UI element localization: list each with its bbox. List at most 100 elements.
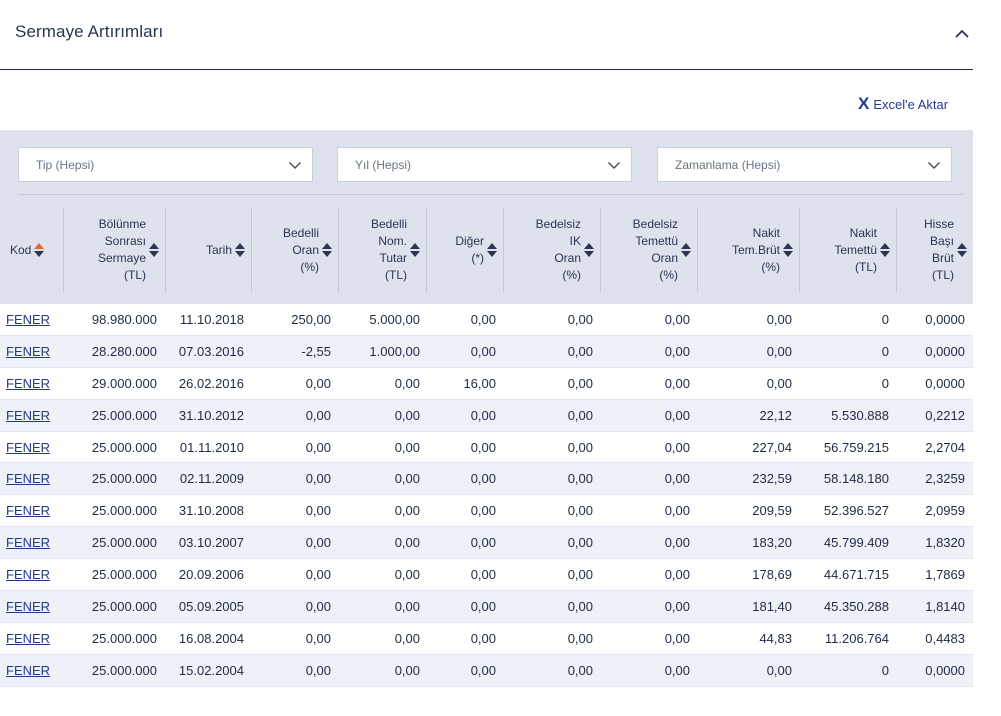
cell-tarih: 01.11.2010 bbox=[179, 439, 244, 455]
export-excel-button[interactable]: X Excel'e Aktar bbox=[858, 95, 948, 113]
stock-code-link[interactable]: FENER bbox=[6, 599, 51, 615]
sort-icon bbox=[149, 243, 159, 257]
cell-tarih: 31.10.2012 bbox=[178, 407, 244, 423]
cell-bedelli_oran: 0,00 bbox=[305, 599, 331, 615]
cell-bedelli_nom: 0,00 bbox=[394, 599, 420, 615]
cell-hisse_basi: 1,8320 bbox=[925, 535, 965, 551]
stock-code-link[interactable]: FENER bbox=[6, 662, 51, 678]
stock-code-link[interactable]: FENER bbox=[6, 567, 51, 583]
column-header-label: Diğer (*) bbox=[455, 234, 484, 265]
cell-bedelli_nom: 1.000,00 bbox=[369, 343, 420, 359]
cell-bedelli_nom: 0,00 bbox=[394, 407, 420, 423]
cell-bedelli_oran: 0,00 bbox=[305, 503, 331, 519]
cell-diger: 0,00 bbox=[470, 630, 496, 646]
cell-nakit_brut: 0,00 bbox=[766, 375, 792, 391]
cell-bedelli_oran: 0,00 bbox=[305, 407, 331, 423]
cell-nakit_temettu: 0 bbox=[881, 343, 889, 359]
column-header-ik_oran[interactable]: Bedelsiz IK Oran (%) bbox=[503, 208, 600, 292]
chevron-up-icon[interactable] bbox=[952, 24, 972, 44]
column-header-label: Hisse Başı Brüt (TL) bbox=[923, 217, 954, 282]
cell-tarih: 26.02.2016 bbox=[178, 375, 244, 391]
cell-hisse_basi: 2,0959 bbox=[925, 503, 965, 519]
year-filter-value: Yıl (Hepsi) bbox=[355, 158, 412, 172]
cell-nakit_temettu: 0 bbox=[881, 662, 889, 678]
cell-diger: 0,00 bbox=[470, 471, 496, 487]
cell-diger: 0,00 bbox=[470, 503, 496, 519]
stock-code-link[interactable]: FENER bbox=[6, 312, 51, 327]
cell-hisse_basi: 0,0000 bbox=[925, 312, 965, 327]
cell-ik_oran: 0,00 bbox=[567, 535, 593, 551]
sort-icon bbox=[322, 243, 332, 257]
cell-bedelli_nom: 0,00 bbox=[394, 535, 420, 551]
cell-tarih: 31.10.2008 bbox=[178, 503, 244, 519]
column-header-label: Bölünme Sonrası Sermaye (TL) bbox=[97, 217, 146, 282]
cell-bedelli_nom: 5.000,00 bbox=[369, 312, 420, 327]
column-header-tarih[interactable]: Tarih bbox=[165, 208, 251, 292]
sort-icon bbox=[783, 243, 793, 257]
column-header-hisse_basi[interactable]: Hisse Başı Brüt (TL) bbox=[896, 208, 973, 292]
cell-diger: 0,00 bbox=[470, 599, 496, 615]
sort-icon bbox=[880, 243, 890, 257]
year-filter-select[interactable]: Yıl (Hepsi) bbox=[337, 147, 632, 182]
cell-diger: 0,00 bbox=[470, 407, 496, 423]
filter-divider bbox=[18, 194, 964, 195]
column-header-nakit_temettu[interactable]: Nakit Temettü (TL) bbox=[799, 208, 896, 292]
column-header-label: Kod bbox=[10, 242, 32, 257]
column-header-nakit_brut[interactable]: Nakit Tem.Brüt (%) bbox=[697, 208, 799, 292]
cell-bedelli_nom: 0,00 bbox=[394, 471, 420, 487]
column-header-sermaye[interactable]: Bölünme Sonrası Sermaye (TL) bbox=[63, 208, 165, 292]
stock-code-link[interactable]: FENER bbox=[6, 343, 51, 359]
cell-nakit_temettu: 0 bbox=[881, 312, 889, 327]
cell-bedelli_oran: 0,00 bbox=[305, 375, 331, 391]
sort-icon bbox=[34, 243, 45, 257]
cell-sermaye: 25.000.000 bbox=[91, 503, 157, 519]
table-row: FENER 25.000.000 02.11.2009 0,00 0,00 0,00 0,0… bbox=[0, 463, 973, 496]
stock-code-link[interactable]: FENER bbox=[6, 503, 51, 519]
cell-temettu_oran: 0,00 bbox=[664, 630, 690, 646]
column-header-label: Nakit Tem.Brüt (%) bbox=[731, 225, 780, 274]
timing-filter-select[interactable]: Zamanlama (Hepsi) bbox=[657, 147, 952, 182]
section-title: Sermaye Artırımları bbox=[15, 22, 164, 41]
cell-diger: 0,00 bbox=[470, 439, 496, 455]
chevron-down-icon bbox=[607, 161, 621, 170]
cell-ik_oran: 0,00 bbox=[567, 439, 593, 455]
export-excel-label: Excel'e Aktar bbox=[873, 96, 949, 112]
cell-sermaye: 25.000.000 bbox=[91, 535, 157, 551]
cell-nakit_brut: 22,12 bbox=[759, 407, 792, 423]
cell-sermaye: 25.000.000 bbox=[91, 439, 157, 455]
column-header-label: Bedelli Nom. Tutar (TL) bbox=[370, 217, 407, 282]
cell-nakit_temettu: 58.148.180 bbox=[823, 471, 889, 487]
stock-code-link[interactable]: FENER bbox=[6, 471, 51, 487]
stock-code-link[interactable]: FENER bbox=[6, 375, 51, 391]
column-header-temettu_oran[interactable]: Bedelsiz Temettü Oran (%) bbox=[600, 208, 697, 292]
cell-nakit_brut: 227,04 bbox=[752, 439, 792, 455]
column-header-diger[interactable]: Diğer (*) bbox=[426, 208, 503, 292]
cell-bedelli_nom: 0,00 bbox=[394, 567, 420, 583]
cell-ik_oran: 0,00 bbox=[567, 471, 593, 487]
stock-code-link[interactable]: FENER bbox=[6, 535, 51, 551]
timing-filter-value: Zamanlama (Hepsi) bbox=[675, 158, 781, 172]
column-header-bedelli_nom[interactable]: Bedelli Nom. Tutar (TL) bbox=[338, 208, 426, 292]
column-header-kod[interactable]: Kod bbox=[0, 208, 63, 292]
stock-code-link[interactable]: FENER bbox=[6, 439, 51, 455]
sort-icon bbox=[410, 243, 420, 257]
column-header-label: Nakit Temettü (TL) bbox=[834, 225, 877, 274]
excel-x-icon: X bbox=[858, 94, 870, 113]
type-filter-select[interactable]: Tip (Hepsi) bbox=[18, 147, 313, 182]
cell-nakit_brut: 0,00 bbox=[766, 312, 792, 327]
cell-temettu_oran: 0,00 bbox=[664, 312, 690, 327]
cell-nakit_brut: 0,00 bbox=[766, 662, 792, 678]
table-row: FENER 25.000.000 31.10.2008 0,00 0,00 0,00 0,0… bbox=[0, 495, 973, 528]
stock-code-link[interactable]: FENER bbox=[6, 407, 51, 423]
cell-diger: 0,00 bbox=[470, 662, 496, 678]
stock-code-link[interactable]: FENER bbox=[6, 630, 51, 646]
cell-temettu_oran: 0,00 bbox=[664, 503, 690, 519]
column-header-bedelli_oran[interactable]: Bedelli Oran (%) bbox=[251, 208, 338, 292]
cell-tarih: 03.10.2007 bbox=[178, 535, 244, 551]
chevron-down-icon bbox=[288, 161, 302, 170]
cell-bedelli_oran: 0,00 bbox=[305, 662, 331, 678]
cell-nakit_temettu: 5.530.888 bbox=[831, 407, 889, 423]
cell-ik_oran: 0,00 bbox=[567, 312, 593, 327]
cell-temettu_oran: 0,00 bbox=[664, 567, 690, 583]
cell-nakit_temettu: 44.671.715 bbox=[823, 567, 889, 583]
